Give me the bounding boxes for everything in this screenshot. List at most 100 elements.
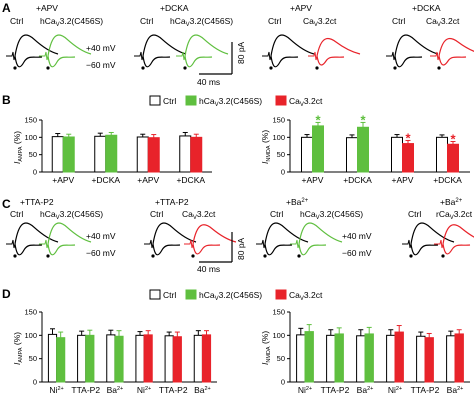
bar (56, 337, 66, 383)
stim-artifact (290, 239, 300, 249)
stim-artifact (6, 239, 16, 249)
category-label: Ni2+ (298, 385, 312, 395)
stim-dot (46, 254, 50, 258)
epsc-trace-plus40 (438, 37, 474, 57)
panel-letter-c: C (2, 197, 11, 211)
stim-dot (13, 66, 17, 70)
label-ctrl: Ctrl (10, 209, 23, 219)
bar (391, 136, 403, 173)
legend: Ctrl hCaV3.2(C456S) CaV3.2ct (149, 95, 323, 108)
scale-ms-label: 40 ms (197, 77, 220, 87)
bar (446, 335, 456, 383)
epsc-trace-minus60 (438, 55, 467, 66)
bar (312, 125, 324, 173)
y-tick-label: 100 (24, 331, 37, 340)
stim-dot (191, 254, 195, 258)
stim-dot (393, 66, 397, 70)
epsc-trace-minus60 (442, 243, 471, 255)
scale-ms-label: 40 ms (197, 264, 220, 274)
label-hcav: hCaV3.2(C456S) (40, 16, 103, 28)
stim-dot (269, 66, 273, 70)
legend-swatch-green (185, 289, 197, 300)
bar (164, 335, 174, 383)
significance-star: * (405, 130, 411, 145)
epsc-trace-minus60 (264, 243, 293, 256)
label-hcav: hCaV3.2(C456S) (300, 209, 363, 221)
chart-d-nmda: 0 50 100 150 INMDA (%) Ni2+ TTA-P2 Ba2+ Ni2+ TTA-… (260, 308, 470, 395)
epsc-trace-plus40 (184, 34, 229, 57)
voltage-label: −60 mV (86, 60, 116, 70)
y-axis-label: INMDA (%) (260, 331, 272, 365)
bar (143, 334, 153, 383)
bar (394, 331, 404, 383)
bar (357, 126, 369, 173)
category-label: TTA-P2 (411, 385, 440, 395)
category-label: +DCKA (343, 175, 372, 185)
stim-artifact (144, 239, 154, 249)
traces-a (6, 34, 474, 70)
bar (201, 334, 212, 383)
legend-label: hCaV3.2(C456S) (199, 96, 262, 108)
epsc-trace-plus40 (298, 222, 343, 245)
cond-label: +DCKA (160, 3, 189, 13)
category-label: +DCKA (176, 175, 205, 185)
epsc-trace-plus40 (394, 34, 439, 57)
bar (346, 137, 358, 173)
label-cav: CaV3.2ct (303, 16, 337, 28)
bar (62, 136, 75, 173)
epsc-trace-plus40 (152, 222, 197, 245)
stim-artifact (434, 239, 444, 249)
stim-artifact (134, 51, 144, 61)
panel-c: +TTA-P2 +TTA-P2 +Ba2+ +Ba2+ Ctrl hCaV3.2… (6, 197, 474, 274)
voltage-label: +40 mV (86, 43, 116, 53)
bar (356, 335, 366, 383)
epsc-trace-minus60 (14, 243, 43, 256)
bar (147, 137, 160, 173)
cond-label: +Ba2+ (286, 197, 309, 207)
bar (47, 333, 58, 383)
legend-label: CaV3.2ct (289, 96, 323, 108)
bar (114, 335, 124, 383)
category-label: +DCKA (433, 175, 462, 185)
epsc-trace-plus40 (47, 222, 92, 245)
category-label: Ba2+ (447, 385, 464, 395)
bar (296, 334, 306, 383)
cond-label: +TTA-P2 (155, 197, 189, 207)
stim-dot (441, 254, 445, 258)
stim-dot (409, 254, 413, 258)
epsc-trace-minus60 (394, 55, 423, 68)
stim-artifact (402, 239, 412, 249)
bar (447, 143, 459, 173)
legend-label: Ctrl (163, 96, 176, 106)
bar (85, 334, 95, 383)
bar (386, 334, 396, 383)
significance-star: * (315, 112, 321, 127)
bar (77, 334, 87, 383)
stim-artifact (6, 51, 16, 61)
stim-artifact (184, 239, 194, 249)
voltage-label: +40 mV (86, 231, 116, 241)
stim-dot (141, 66, 145, 70)
legend: Ctrl hCaV3.2(C456S) CaV3.2ct (149, 289, 323, 302)
legend-swatch-ctrl (149, 95, 161, 106)
y-tick-label: 150 (24, 116, 37, 125)
y-tick-label: 50 (29, 150, 37, 159)
bar (436, 136, 448, 173)
stim-artifact (262, 51, 272, 61)
cond-label: +APV (290, 3, 312, 13)
y-tick-label: 0 (33, 378, 37, 387)
stim-artifact (39, 51, 49, 61)
bar (105, 134, 118, 173)
cond-label: +Ba2+ (440, 197, 463, 207)
stim-dot (183, 66, 187, 70)
stim-artifact (256, 239, 266, 249)
stim-artifact (176, 51, 186, 61)
significance-star: * (360, 112, 366, 127)
category-label: Ni2+ (388, 385, 402, 395)
bar (179, 135, 192, 173)
epsc-trace-minus60 (192, 243, 221, 255)
category-label: +APV (392, 175, 414, 185)
bar (94, 135, 107, 173)
y-tick-label: 150 (272, 116, 285, 125)
